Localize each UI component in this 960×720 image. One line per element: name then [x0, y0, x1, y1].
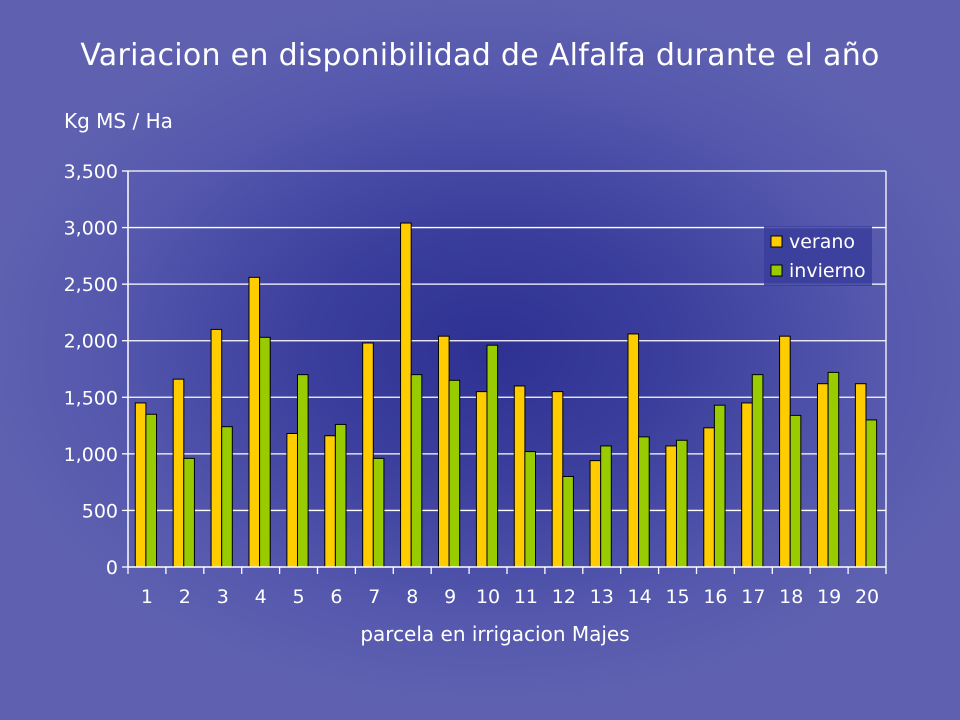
x-tick-label: 19: [817, 586, 841, 608]
bar-invierno-6: [334, 423, 347, 568]
bar-verano-19: [816, 383, 829, 568]
legend-swatch-verano: [770, 235, 783, 248]
x-tick-label: 2: [179, 586, 191, 608]
bar-invierno-5: [296, 374, 309, 568]
x-tick-label: 10: [476, 586, 500, 608]
legend-swatch-invierno: [770, 264, 783, 277]
y-tick-label: 500: [82, 500, 118, 522]
x-tick-labels: 1 2 3 4 5 6 7 8 9 10 11 12 13 14 15 16 17 18 19 20: [141, 586, 879, 608]
y-axis-label: Kg MS / Ha: [64, 109, 173, 133]
x-tick-label: 8: [406, 586, 418, 608]
x-tick-label: 3: [217, 586, 229, 608]
bars: [134, 222, 878, 568]
x-tick-label: 18: [779, 586, 803, 608]
bar-invierno-7: [372, 457, 385, 568]
y-tick-label: 3,000: [64, 218, 118, 240]
bar-invierno-16: [713, 404, 726, 568]
bar-verano-18: [779, 335, 791, 568]
x-tick-label: 1: [141, 586, 153, 608]
bar-verano-14: [627, 333, 640, 568]
legend-label-invierno: invierno: [789, 260, 866, 282]
legend: verano invierno: [764, 226, 872, 286]
bar-invierno-13: [600, 445, 612, 568]
bar-verano-11: [513, 385, 526, 568]
x-tick-label: 9: [444, 586, 456, 608]
bar-verano-15: [665, 445, 677, 568]
bar-verano-2: [172, 378, 185, 568]
bar-invierno-3: [221, 426, 233, 568]
bar-invierno-18: [789, 414, 802, 568]
x-tick-label: 17: [741, 586, 765, 608]
bar-verano-8: [400, 222, 412, 568]
bar-invierno-8: [410, 374, 423, 568]
x-tick-label: 15: [665, 586, 689, 608]
x-tick-label: 14: [628, 586, 652, 608]
x-tick-label: 6: [330, 586, 342, 608]
y-tick-label: 2,500: [64, 274, 118, 296]
bar-invierno-2: [183, 457, 195, 568]
x-tick-label: 13: [590, 586, 614, 608]
bar-verano-13: [589, 460, 602, 568]
chart-title: Variacion en disponibilidad de Alfalfa d…: [80, 38, 880, 73]
x-tick-label: 4: [255, 586, 267, 608]
bar-invierno-15: [675, 439, 688, 568]
x-tick-label: 5: [293, 586, 305, 608]
bar-invierno-4: [259, 336, 271, 568]
bar-verano-20: [854, 383, 867, 568]
bar-invierno-19: [827, 371, 840, 568]
bar-verano-10: [475, 391, 488, 568]
bar-verano-1: [134, 402, 147, 568]
bar-verano-6: [324, 435, 336, 568]
bar-invierno-14: [638, 436, 650, 568]
x-tick-label: 16: [703, 586, 727, 608]
bar-invierno-1: [145, 413, 157, 568]
bar-invierno-17: [751, 374, 764, 568]
bar-verano-3: [210, 328, 223, 568]
bar-invierno-9: [448, 379, 461, 568]
bar-verano-5: [286, 432, 298, 568]
y-tick-labels: 0 500 1,000 1,500 2,000 2,500 3,000 3,500: [64, 161, 118, 579]
bar-verano-17: [741, 402, 753, 568]
y-tick-label: 3,500: [64, 161, 118, 183]
bar-verano-9: [437, 335, 450, 568]
bar-invierno-12: [562, 475, 574, 568]
bar-verano-16: [703, 427, 715, 568]
x-tick-label: 20: [855, 586, 879, 608]
bar-verano-4: [248, 276, 261, 568]
y-tick-label: 2,000: [64, 331, 118, 353]
bar-invierno-11: [524, 451, 537, 568]
x-tick-label: 12: [552, 586, 576, 608]
bar-invierno-10: [486, 344, 499, 568]
y-tick-label: 1,000: [64, 444, 118, 466]
x-tick-label: 11: [514, 586, 538, 608]
bar-verano-12: [551, 391, 564, 568]
x-tick-label: 7: [368, 586, 380, 608]
bar-invierno-20: [865, 419, 878, 568]
x-axis-label: parcela en irrigacion Majes: [360, 622, 629, 646]
y-tick-label: 0: [106, 557, 118, 579]
bar-verano-7: [362, 342, 374, 568]
axes: [127, 171, 887, 574]
y-tick-label: 1,500: [64, 387, 118, 409]
legend-label-verano: verano: [789, 231, 855, 253]
